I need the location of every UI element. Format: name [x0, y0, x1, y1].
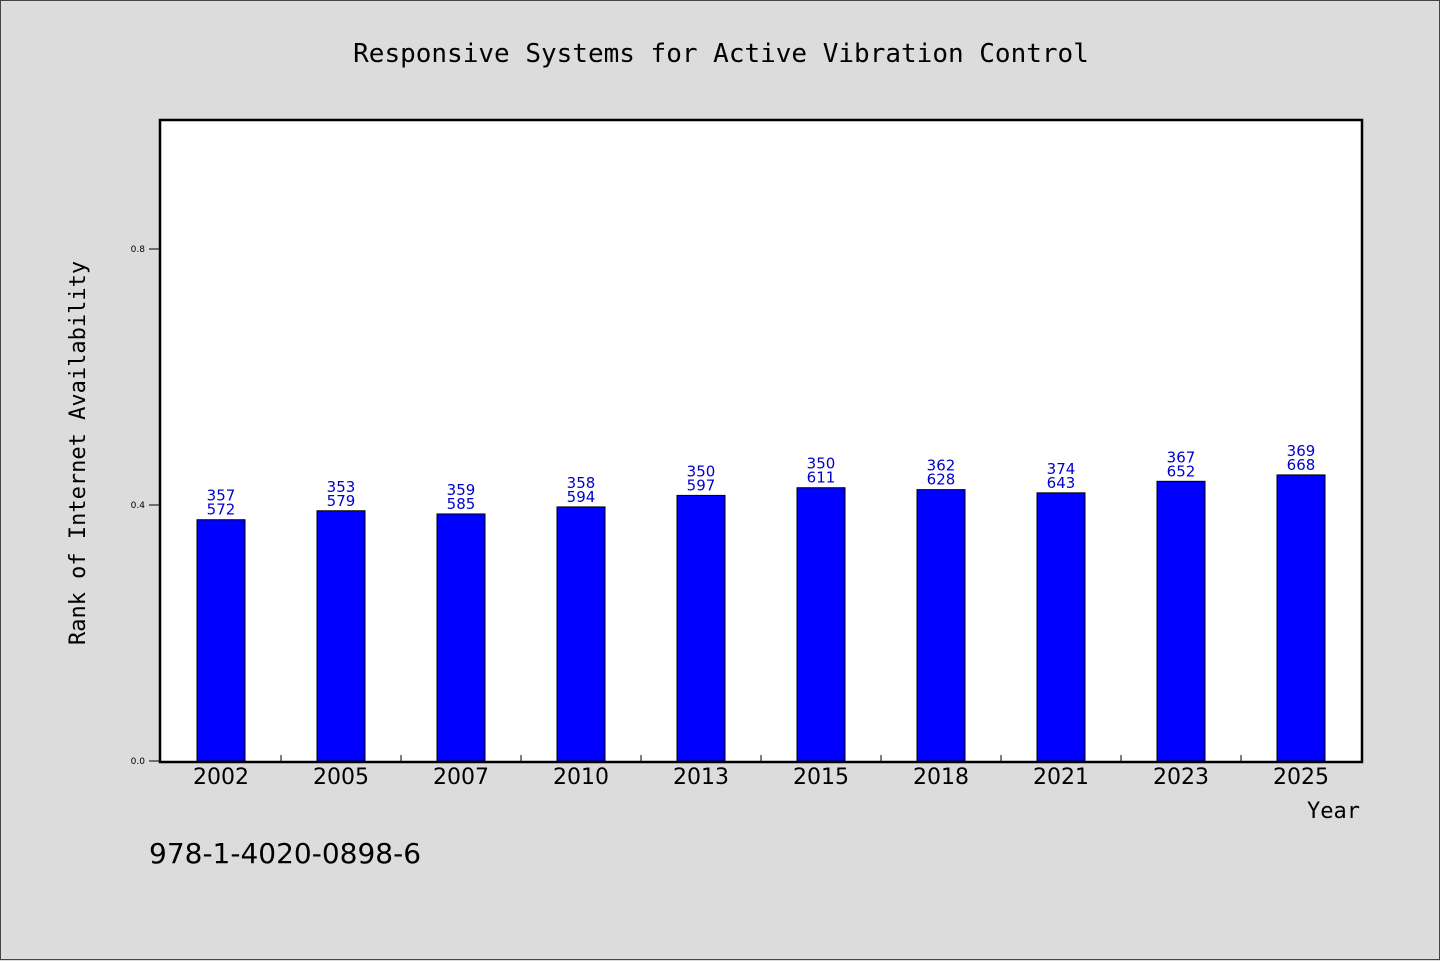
x-tick-labels: 2002 2005 2007 2010 2013 2015 2018 2021 2023 2025 — [193, 765, 1329, 790]
x-tick-label: 2007 — [433, 765, 489, 790]
bar-2023 — [1156, 480, 1206, 762]
data-label-bottom: 572 — [207, 501, 236, 519]
data-labels: 3575723535793595853585943505973506113626… — [207, 442, 1316, 519]
data-label-top: 358 — [567, 474, 596, 492]
data-label-bottom: 668 — [1287, 456, 1316, 474]
x-tick-label: 2025 — [1273, 765, 1329, 790]
x-tick-label: 2021 — [1033, 765, 1089, 790]
data-label-top: 374 — [1047, 460, 1076, 478]
x-tick-label: 2002 — [193, 765, 249, 790]
data-label-top: 362 — [927, 457, 956, 475]
isbn-footer: 978-1-4020-0898-6 — [149, 837, 421, 870]
x-tick-label: 2005 — [313, 765, 369, 790]
x-tick-label: 2023 — [1153, 765, 1209, 790]
data-label-bottom: 579 — [327, 492, 356, 510]
axis-ticks — [149, 248, 1242, 762]
data-label-bottom: 628 — [927, 471, 956, 489]
bar-2018 — [916, 489, 966, 762]
y-tick-label: 0.0 — [131, 757, 146, 767]
data-label-bottom: 611 — [807, 469, 836, 487]
bar-2002 — [196, 519, 246, 762]
bar-2007 — [436, 513, 486, 762]
y-tick-label: 0.8 — [131, 245, 146, 255]
chart-title: Responsive Systems for Active Vibration … — [353, 39, 1089, 69]
bar-2021 — [1036, 492, 1086, 762]
y-tick-label: 0.4 — [131, 501, 146, 511]
bar-2025 — [1276, 474, 1326, 762]
data-label-top: 367 — [1167, 448, 1196, 466]
data-label-top: 369 — [1287, 442, 1316, 460]
data-label-bottom: 643 — [1047, 474, 1076, 492]
y-axis-label: Rank of Internet Availability — [66, 261, 91, 645]
data-label-top: 359 — [447, 481, 476, 499]
data-label-bottom: 585 — [447, 495, 476, 513]
x-tick-label: 2010 — [553, 765, 609, 790]
y-tick-labels: 0.0 0.4 0.8 — [131, 245, 146, 767]
data-label-bottom: 594 — [567, 488, 596, 506]
data-label-top: 353 — [327, 478, 356, 496]
x-tick-label: 2013 — [673, 765, 729, 790]
x-tick-label: 2015 — [793, 765, 849, 790]
data-label-bottom: 597 — [687, 476, 716, 494]
bar-2013 — [676, 494, 726, 762]
data-label-top: 350 — [687, 462, 716, 480]
bar-2010 — [556, 506, 606, 762]
x-tick-label: 2018 — [913, 765, 969, 790]
bar-2015 — [796, 487, 846, 762]
data-label-top: 357 — [207, 487, 236, 505]
bars — [196, 474, 1326, 762]
x-axis-label: Year — [1307, 799, 1360, 824]
bar-2005 — [316, 510, 366, 762]
data-label-bottom: 652 — [1167, 462, 1196, 480]
data-label-top: 350 — [807, 455, 836, 473]
